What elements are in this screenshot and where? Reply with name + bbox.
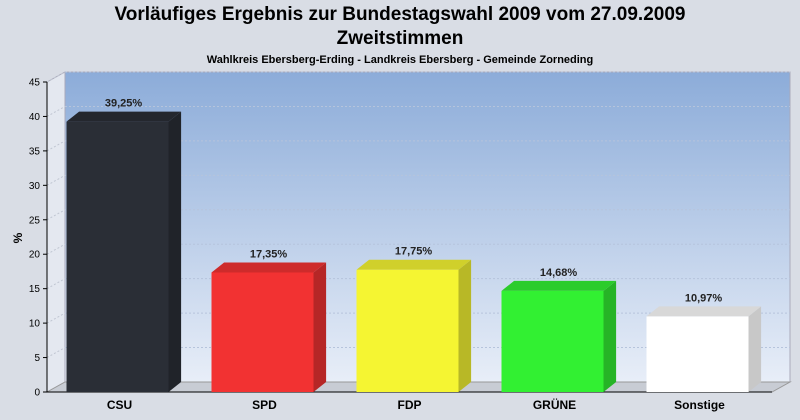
bar-top <box>646 306 762 317</box>
bar-csu <box>66 111 182 392</box>
y-tick-label: 45 <box>29 78 41 89</box>
grid-line <box>46 347 66 358</box>
grid-line <box>46 174 66 186</box>
y-tick-label: 35 <box>29 146 41 157</box>
bar-front <box>356 269 459 392</box>
bar-side <box>748 306 762 392</box>
chart-title-line1: Vorläufiges Ergebnis zur Bundestagswahl … <box>114 4 686 25</box>
bar-spd <box>211 262 327 392</box>
bar-top <box>66 111 182 122</box>
bar-side <box>168 111 182 392</box>
bar-fdp <box>356 259 472 392</box>
bar-front <box>501 290 604 392</box>
bar-front <box>211 272 314 392</box>
labels: 39,25% CSU 17,35% SPD 17,75% FDP 14,68% GRÜNE 10… <box>105 98 725 412</box>
bar-front <box>66 121 169 392</box>
bar-top <box>356 259 472 270</box>
bar-side <box>313 262 327 392</box>
bar-front <box>646 316 749 392</box>
chart-subtitle: Wahlkreis Ebersberg-Erding - Landkreis E… <box>206 54 594 66</box>
y-tick-label: 25 <box>29 215 41 226</box>
data-label: 39,25% <box>105 98 143 110</box>
bar-sonstige <box>646 306 762 392</box>
bar-top <box>501 280 617 291</box>
grid-line <box>46 312 66 324</box>
bar-top <box>211 262 327 273</box>
grid-line <box>46 278 66 290</box>
grid-line <box>46 209 66 221</box>
y-tick-label: 10 <box>29 319 41 330</box>
data-label: 14,68% <box>540 267 578 279</box>
y-tick-label: 30 <box>29 181 41 192</box>
y-tick-label: 5 <box>34 353 40 364</box>
x-tick-label: Sonstige <box>674 398 725 412</box>
x-tick-label: FDP <box>398 398 422 412</box>
x-tick-label: CSU <box>107 398 132 412</box>
y-tick-label: 20 <box>29 250 41 261</box>
bar-side <box>458 259 472 392</box>
bar-side <box>603 280 617 392</box>
x-tick-label: GRÜNE <box>533 397 576 412</box>
y-tick-label: 15 <box>29 284 41 295</box>
grid-line <box>46 140 66 152</box>
chart-title: Vorläufiges Ergebnis zur Bundestagswahl … <box>0 3 800 51</box>
chart-title-line2: Zweitstimmen <box>336 28 464 49</box>
plot-side-wall <box>46 71 66 393</box>
y-tick-label: 40 <box>29 112 41 123</box>
data-label: 17,35% <box>250 248 288 260</box>
y-tick-label: 0 <box>34 388 40 399</box>
grid-line <box>46 243 66 255</box>
bars <box>66 111 762 392</box>
bar-grüne <box>501 280 617 392</box>
data-label: 17,75% <box>395 246 433 258</box>
x-tick-label: SPD <box>252 398 277 412</box>
y-axis-label: % <box>11 232 25 243</box>
data-label: 10,97% <box>685 292 723 304</box>
grid-line <box>46 106 66 117</box>
grid-line <box>46 71 66 83</box>
